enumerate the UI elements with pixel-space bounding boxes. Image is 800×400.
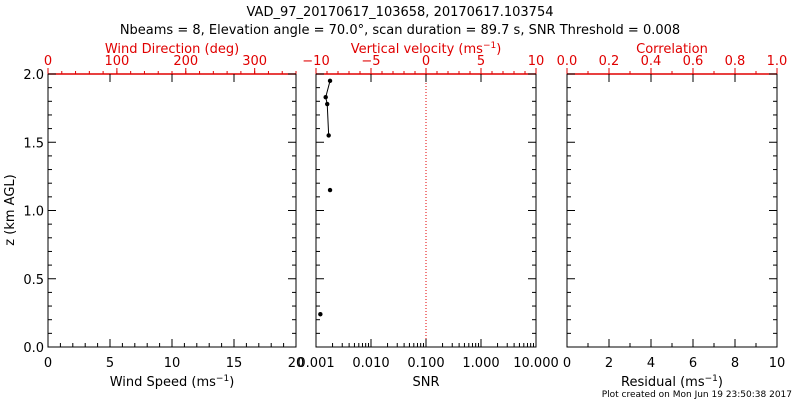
panel-wind: Wind Direction (deg) Wind Speed (ms−1) z… [3,42,304,390]
wind-bottom-tick-label: 15 [226,356,243,371]
snr-top-tick-label: −10 [302,54,329,69]
snr-top-tick-label: 0 [422,54,430,69]
residual-axis-label: Residual (ms−1) [621,374,723,390]
snr-point [327,187,333,193]
height-tick-label: 2.0 [23,68,44,83]
snr-top-tick-label: −5 [361,54,380,69]
height-tick-label: 1.5 [23,136,44,151]
panel-residual-frame [566,73,778,348]
residual-bottom-tick-label: 6 [689,356,697,371]
residual-bottom-tick-label: 2 [605,356,613,371]
snr-point [325,101,330,107]
snr-bottom-tick-label: 0.100 [407,356,444,371]
snr-top-tick-label: 10 [528,54,545,69]
snr-profile-line [325,80,331,136]
snr-bottom-tick-label: 1.000 [462,356,499,371]
height-tick-label: 0.5 [23,273,44,288]
residual-top-tick-label: 0.8 [725,54,746,69]
residual-top-tick-label: 0.4 [641,54,662,69]
residual-bottom-tick-label: 10 [769,356,786,371]
wind-bottom-tick-label: 10 [164,356,181,371]
snr-point [327,78,333,84]
snr-bottom-tick-label: 10.000 [513,356,559,371]
wind-direction-axis-label: Wind Direction (deg) [105,42,239,57]
correlation-axis-label: Correlation [636,42,708,57]
snr-bottom-tick-label: 0.010 [352,356,389,371]
residual-top-tick-label: 0.0 [557,54,578,69]
chart-subtitle: Nbeams = 8, Elevation angle = 70.0°, sca… [120,23,680,38]
wind-top-tick-label: 0 [44,54,52,69]
panel-snr: Vertical velocity (ms−1) SNR 0.001 0.010 0… [297,41,558,390]
wind-bottom-tick-label: 0 [44,356,52,371]
wind-top-tick-label: 300 [242,54,267,69]
wind-bottom-tick-label: 5 [106,356,114,371]
snr-axis-label: SNR [412,375,439,390]
snr-point [323,95,328,100]
vertical-velocity-axis-label: Vertical velocity (ms−1) [351,41,502,57]
panel-residual: Correlation Residual (ms−1) 0 2 4 6 8 10 0.0 0.… [557,42,788,390]
snr-bottom-tick-label: 0.001 [297,356,334,371]
wind-speed-axis-label: Wind Speed (ms−1) [110,374,235,390]
residual-top-tick-label: 0.6 [683,54,704,69]
height-tick-label: 1.0 [23,205,44,220]
height-axis-label: z (km AGL) [3,174,18,245]
residual-top-tick-label: 0.2 [599,54,620,69]
panel-snr-frame [315,73,537,348]
chart-title: VAD_97_20170617_103658, 20170617.103754 [247,5,554,20]
residual-bottom-tick-label: 4 [647,356,655,371]
panel-wind-frame [47,73,297,348]
snr-point [326,133,331,138]
snr-top-tick-label: 5 [477,54,485,69]
plot-credit: Plot created on Mon Jun 19 23:50:38 2017 [602,390,792,400]
residual-bottom-tick-label: 0 [563,356,571,371]
residual-bottom-tick-label: 8 [731,356,739,371]
wind-top-tick-label: 200 [173,54,198,69]
wind-top-tick-label: 100 [104,54,129,69]
wind-bottom-tick-label: 20 [288,356,305,371]
residual-top-tick-label: 1.0 [767,54,788,69]
height-tick-label: 0.0 [23,341,44,356]
snr-point [318,312,323,317]
